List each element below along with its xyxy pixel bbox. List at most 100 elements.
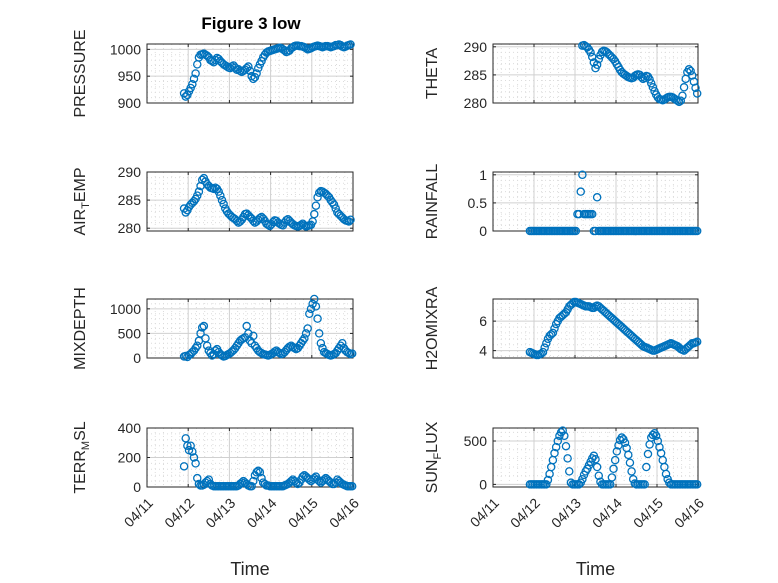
y-tick-label: 285: [464, 67, 488, 83]
data-point: [311, 302, 321, 311]
y-tick-label: 6: [479, 313, 487, 329]
data-point: [311, 201, 321, 210]
axes-frame: [492, 298, 699, 359]
y-tick-label: 400: [118, 420, 142, 436]
data-point: [563, 454, 572, 463]
data-point: [202, 341, 212, 350]
y-axis-label-part: TERR: [72, 450, 89, 494]
data-point: [197, 323, 207, 332]
y-axis-label-part: LUX: [424, 421, 441, 452]
x-axis-label: Time: [576, 559, 615, 579]
data-point: [689, 77, 699, 86]
data-point: [592, 60, 602, 70]
data-point: [338, 338, 347, 348]
data-point: [313, 314, 322, 323]
y-tick-label: 290: [118, 164, 142, 180]
data-point: [196, 329, 205, 338]
x-tick-label: 04/13: [548, 495, 584, 531]
y-tick-label: 0: [133, 350, 141, 366]
subplot-7: 0 200 400 04/11 04/12 04/13 04/14 04/15 04/16 Tim…: [72, 420, 362, 579]
data-point: [594, 54, 604, 64]
y-tick-label: 0: [479, 223, 487, 239]
data-point: [620, 438, 630, 447]
data-point: [591, 454, 600, 464]
data-point: [692, 480, 702, 489]
data-point: [193, 341, 202, 350]
y-tick-label: 0: [479, 476, 487, 492]
data-point: [655, 442, 664, 452]
data-point: [216, 191, 225, 200]
data-point: [188, 447, 197, 456]
subplot-4: 0 0.5 1 RAINFALL: [424, 164, 702, 239]
x-tick-label: 04/16: [671, 495, 707, 531]
data-point: [252, 69, 261, 78]
axes-frame: [492, 427, 699, 488]
data-point: [193, 473, 202, 483]
y-tick-label: 1: [479, 167, 487, 183]
data-point: [301, 329, 311, 338]
data-point: [540, 343, 549, 352]
data-point: [560, 431, 569, 441]
data-point: [571, 226, 581, 236]
data-point: [189, 453, 199, 462]
subplot-8: 0 500 04/11 04/12 04/13 04/14 04/15 04/16 Time SU…: [424, 421, 707, 579]
y-tick-label: 280: [118, 220, 142, 236]
data-point: [232, 216, 242, 226]
subplot-5: 0 500 1000 MIXDEPTH: [72, 287, 357, 370]
axes-frame: [146, 171, 354, 232]
data-point: [191, 69, 200, 78]
data-point: [199, 321, 209, 331]
y-axis-label-part: EMP: [72, 167, 89, 202]
y-tick-label: 285: [118, 192, 142, 208]
data-point: [561, 441, 571, 451]
data-point: [691, 83, 700, 93]
x-tick-label: 04/16: [326, 495, 362, 531]
data-point: [219, 199, 228, 209]
x-axis-label: Time: [230, 559, 269, 579]
y-axis-label-part: SUN: [424, 460, 441, 494]
plot-area: [492, 171, 699, 232]
axes-frame: [146, 43, 354, 104]
data-point: [290, 343, 299, 353]
data-point: [609, 464, 618, 474]
data-point: [692, 337, 702, 347]
data-point: [303, 324, 312, 333]
data-point: [578, 474, 587, 484]
y-axis-label: H2OMIXRA: [424, 286, 441, 370]
data-point: [316, 338, 326, 348]
data-point: [653, 436, 663, 446]
data-point: [651, 431, 661, 441]
data-point: [607, 473, 617, 482]
data-point: [550, 324, 559, 333]
data-point: [661, 469, 671, 479]
data-point: [550, 448, 559, 458]
x-tick-label: 04/13: [202, 495, 238, 531]
data-point: [565, 467, 574, 476]
data-point: [643, 449, 653, 459]
data-point: [346, 40, 355, 49]
x-tick-label: 04/15: [285, 495, 321, 531]
y-tick-label: 290: [464, 39, 488, 55]
data-point: [688, 71, 697, 80]
y-axis-label-part: AIR: [72, 209, 89, 236]
x-tick-label: 04/14: [244, 495, 280, 531]
y-axis-label-subscript: M: [80, 441, 92, 450]
y-tick-label: 0.5: [468, 195, 488, 211]
subplot-2: 280 285 290 THETA: [424, 39, 702, 111]
data-point: [627, 467, 636, 476]
data-point: [648, 430, 658, 440]
x-tick-label: 04/12: [161, 495, 197, 531]
data-point: [306, 304, 316, 314]
data-point: [253, 466, 263, 476]
y-tick-label: 200: [118, 450, 142, 466]
data-point: [551, 442, 561, 452]
data-point: [553, 436, 563, 446]
data-point: [282, 216, 291, 225]
data-point: [578, 170, 587, 180]
y-axis-label: MIXDEPTH: [72, 287, 89, 370]
y-tick-label: 500: [464, 433, 488, 449]
data-point: [191, 459, 200, 468]
data-point: [679, 83, 689, 92]
